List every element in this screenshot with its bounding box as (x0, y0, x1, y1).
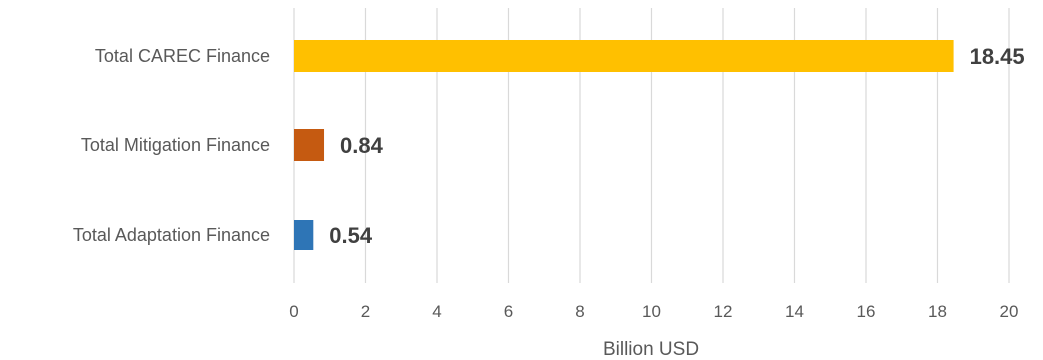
data-label-0: 18.45 (970, 44, 1025, 69)
category-label-1: Total Mitigation Finance (81, 135, 270, 155)
x-tick-label-8: 16 (857, 302, 876, 321)
bar-2 (294, 220, 314, 250)
data-label-1: 0.84 (340, 133, 384, 158)
bar-0 (294, 40, 954, 72)
bar-1 (294, 129, 325, 161)
bars (294, 40, 954, 250)
x-tick-label-2: 4 (432, 302, 441, 321)
x-axis-title: Billion USD (603, 339, 699, 360)
x-tick-label-5: 10 (642, 302, 661, 321)
data-label-2: 0.54 (329, 223, 373, 248)
x-tick-label-9: 18 (928, 302, 947, 321)
x-tick-label-3: 6 (504, 302, 513, 321)
category-label-0: Total CAREC Finance (95, 46, 270, 66)
x-tick-label-0: 0 (289, 302, 298, 321)
category-labels: Total CAREC Finance Total Mitigation Fina… (73, 46, 270, 245)
x-tick-label-4: 8 (575, 302, 584, 321)
x-tick-label-7: 14 (785, 302, 804, 321)
data-labels: 18.45 0.84 0.54 (329, 44, 1024, 248)
x-tick-label-6: 12 (714, 302, 733, 321)
x-tick-label-10: 20 (1000, 302, 1019, 321)
x-tick-label-1: 2 (361, 302, 370, 321)
x-tick-labels: 0 2 4 6 8 10 12 14 16 18 20 (289, 302, 1018, 321)
category-label-2: Total Adaptation Finance (73, 225, 270, 245)
